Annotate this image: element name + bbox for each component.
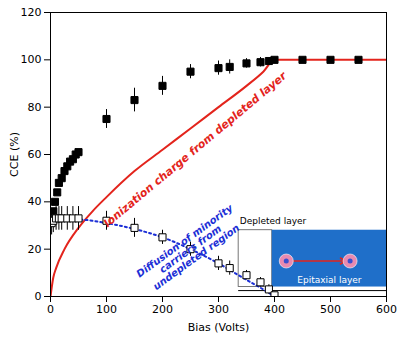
svg-text:500: 500 [320, 303, 341, 316]
svg-text:CCE (%): CCE (%) [8, 132, 21, 177]
svg-text:Diffusion of minoritycarriers: Diffusion of minoritycarriers fromundepl… [134, 202, 247, 296]
svg-text:120: 120 [21, 6, 42, 19]
svg-text:Depleted layer: Depleted layer [240, 216, 307, 226]
svg-text:600: 600 [376, 303, 397, 316]
svg-text:200: 200 [152, 303, 173, 316]
svg-text:Bias (Volts): Bias (Volts) [188, 321, 250, 334]
svg-text:40: 40 [28, 195, 42, 208]
svg-text:80: 80 [28, 101, 42, 114]
svg-text:60: 60 [28, 148, 42, 161]
svg-text:0: 0 [35, 290, 42, 303]
svg-text:0: 0 [47, 303, 54, 316]
svg-text:20: 20 [28, 243, 42, 256]
svg-text:300: 300 [208, 303, 229, 316]
svg-text:Epitaxial layer: Epitaxial layer [297, 275, 362, 285]
svg-text:400: 400 [264, 303, 285, 316]
svg-text:100: 100 [21, 53, 42, 66]
svg-text:Ionization charge from deplete: Ionization charge from depleted layer [101, 69, 289, 230]
svg-text:100: 100 [96, 303, 117, 316]
